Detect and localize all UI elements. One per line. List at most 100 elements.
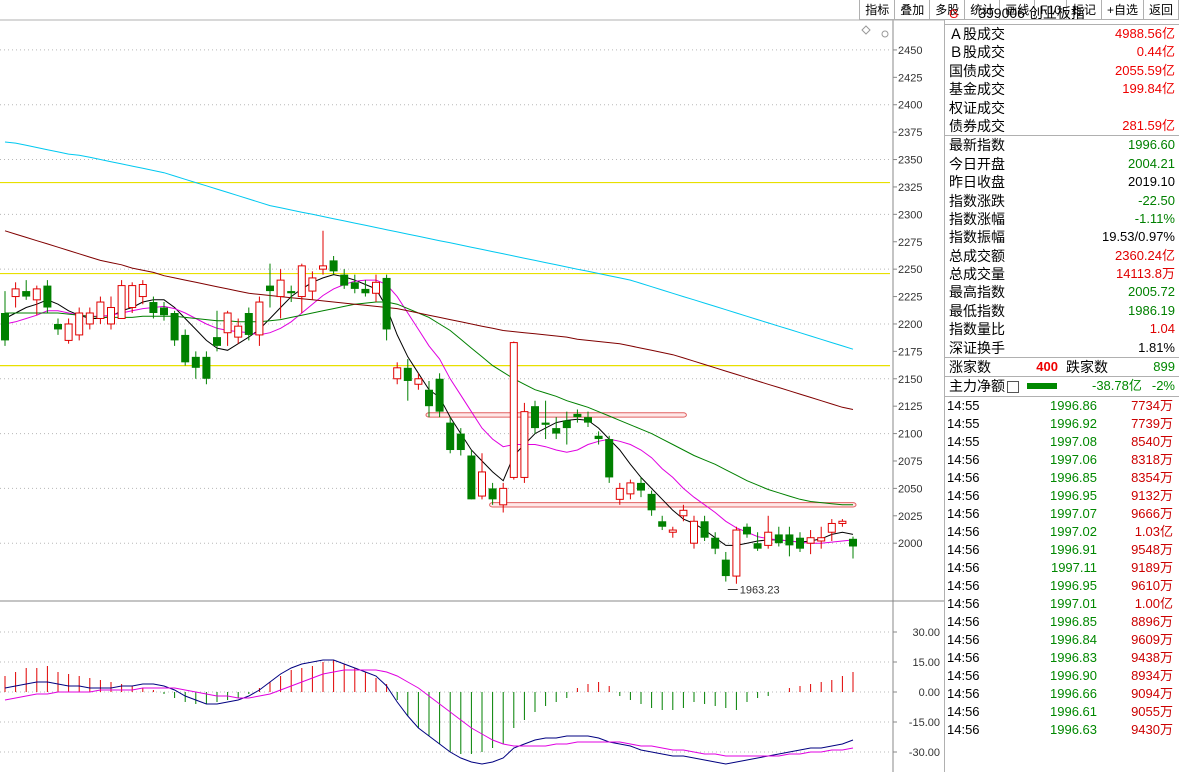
candle-body <box>594 435 603 440</box>
list-icon[interactable] <box>1007 381 1019 394</box>
tick-time: 14:56 <box>947 523 980 539</box>
tick-time: 14:56 <box>947 541 980 557</box>
price-tick-label: 2425 <box>898 72 922 84</box>
main-flow-bar <box>1027 383 1057 390</box>
tick-volume: 8896万 <box>1131 613 1173 629</box>
tick-row: 14:56 1996.63 9430万 <box>945 721 1179 739</box>
candle-body <box>520 411 529 478</box>
tick-volume: 1.00亿 <box>1134 595 1173 611</box>
stock-title: 399006 创业板指 <box>978 5 1085 21</box>
tick-volume: 8354万 <box>1131 469 1173 485</box>
candle-body <box>435 378 444 412</box>
tick-time: 14:56 <box>947 685 980 701</box>
tick-price: 1996.91 <box>1050 541 1097 557</box>
tick-price: 1997.01 <box>1050 595 1097 611</box>
tick-row: 14:56 1996.83 9438万 <box>945 649 1179 667</box>
candle-body <box>753 543 762 549</box>
price-tick-label: 2075 <box>898 456 922 468</box>
market-volume-label: 基金成交 <box>949 81 1005 98</box>
candle-body <box>96 301 105 319</box>
candle-body <box>181 334 190 363</box>
candle-body <box>202 356 211 379</box>
breadth-down-label: 跌家数 <box>1066 359 1108 376</box>
price-tick-label: 2125 <box>898 401 922 413</box>
ma-line-ma20 <box>5 301 853 506</box>
toolbar-button[interactable]: 多股 <box>930 0 966 20</box>
candle-body <box>721 559 730 577</box>
tick-volume: 9189万 <box>1131 559 1173 575</box>
index-stat-row: 指数涨跌 -22.50 <box>945 192 1179 210</box>
kline-chart-svg[interactable]: 2450 2425 2400 2375 2350 2325 2300 2275 2250 2225… <box>0 0 944 772</box>
price-tick-label: 2325 <box>898 182 922 194</box>
tick-row: 14:56 1997.06 8318万 <box>945 451 1179 469</box>
tick-volume: 9610万 <box>1131 577 1173 593</box>
index-stat-row: 最新指数 1996.60 <box>945 136 1179 154</box>
tick-list[interactable]: 14:55 1996.86 7734万 14:55 1996.92 7739万 14:55 1… <box>945 397 1179 739</box>
candle-body <box>541 422 550 425</box>
candle-body <box>838 520 847 524</box>
toolbar-button[interactable]: 统计 <box>965 0 1001 20</box>
tick-row: 14:56 1996.91 9548万 <box>945 541 1179 559</box>
candle-body <box>711 537 720 549</box>
toolbar-button[interactable]: 标记 <box>1066 0 1102 20</box>
candle-body <box>499 487 508 506</box>
breadth-up-label: 涨家数 <box>949 359 991 376</box>
tick-time: 14:56 <box>947 613 980 629</box>
macd-line-dif <box>4 659 854 765</box>
market-volume-value: 199.84亿 <box>1122 81 1175 97</box>
candle-body <box>679 509 688 517</box>
tick-row: 14:56 1996.85 8896万 <box>945 613 1179 631</box>
candle-body <box>456 433 465 451</box>
candle-body <box>350 282 359 289</box>
candle-body <box>531 406 539 429</box>
index-stat-label: 最高指数 <box>949 284 1005 301</box>
index-stat-row: 指数涨幅 -1.11% <box>945 210 1179 228</box>
quote-panel: G 399006 创业板指 Ａ股成交 4988.56亿 Ｂ股成交 0.44亿 国债成交 2… <box>945 0 1179 772</box>
candle-body <box>340 274 349 286</box>
toolbar-button[interactable]: +自选 <box>1101 0 1144 20</box>
tick-time: 14:56 <box>947 451 980 467</box>
tick-row: 14:56 1997.11 9189万 <box>945 559 1179 577</box>
candle-body <box>372 281 380 294</box>
candle-body <box>170 313 179 341</box>
settings-icon <box>881 30 889 38</box>
tick-row: 14:55 1996.92 7739万 <box>945 415 1179 433</box>
tick-volume: 9666万 <box>1131 505 1173 521</box>
price-tick-label: 2350 <box>898 155 922 167</box>
market-volume-row: Ａ股成交 4988.56亿 <box>945 25 1179 43</box>
candle-body <box>107 307 115 325</box>
tick-price: 1996.90 <box>1050 667 1097 683</box>
kline-chart-area[interactable]: 2450 2425 2400 2375 2350 2325 2300 2275 2250 2225… <box>0 0 945 772</box>
candle-body <box>287 291 296 294</box>
toolbar-button[interactable]: 指标 <box>860 0 896 20</box>
tick-time: 14:55 <box>947 397 980 413</box>
macd-tick-label: -30.00 <box>909 747 940 759</box>
tick-price: 1996.95 <box>1050 577 1097 593</box>
tick-time: 14:56 <box>947 667 980 683</box>
candle-body <box>191 356 200 368</box>
index-stats-list: 最新指数 1996.60 今日开盘 2004.21 昨日收盘 2019.10 指数涨跌 -22… <box>945 136 1179 357</box>
candle-body <box>806 537 815 544</box>
tick-row: 14:56 1996.95 9610万 <box>945 577 1179 595</box>
range-box <box>489 502 857 508</box>
candle-body <box>149 302 158 313</box>
price-tick-label: 2400 <box>898 100 922 112</box>
index-stat-label: 指数振幅 <box>949 229 1005 246</box>
index-stat-row: 今日开盘 2004.21 <box>945 155 1179 173</box>
tick-volume: 9430万 <box>1131 721 1173 737</box>
toolbar-button[interactable]: 叠加 <box>895 0 931 20</box>
toolbar-button[interactable]: 返回 <box>1143 0 1179 20</box>
breadth-up-value: 400 <box>1036 359 1058 375</box>
toolbar-button[interactable]: 画线 <box>1000 0 1036 20</box>
price-tick-label: 2225 <box>898 292 922 304</box>
candle-body <box>64 323 73 341</box>
candle-body <box>817 537 826 542</box>
candle-body <box>160 307 168 316</box>
candle-body <box>276 279 285 298</box>
toolbar-button[interactable]: F10 <box>1035 0 1067 20</box>
index-stat-value: 2360.24亿 <box>1115 247 1175 263</box>
market-volume-label: 债券成交 <box>949 117 1005 134</box>
candle-body <box>488 488 497 500</box>
candle-body <box>11 288 20 298</box>
candle-body <box>732 529 741 577</box>
